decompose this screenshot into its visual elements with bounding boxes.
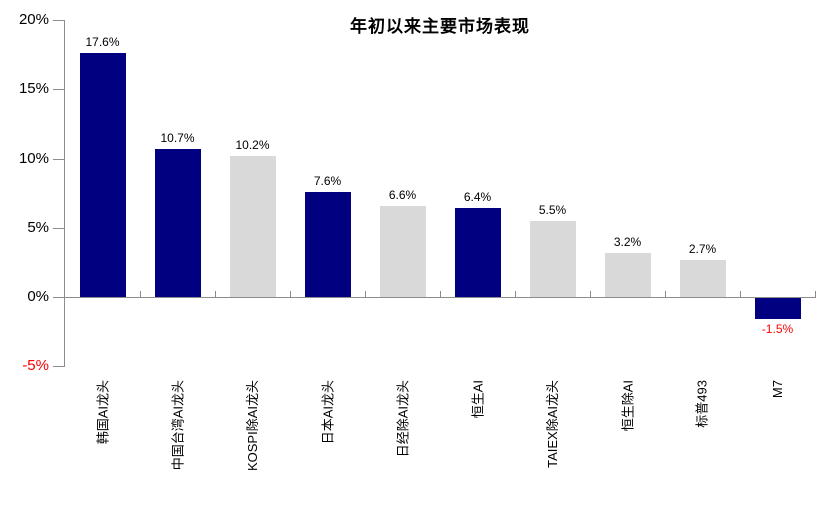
category-boundary-tick	[140, 291, 141, 297]
y-axis-tick-label: 5%	[27, 219, 49, 236]
category-label-text: 日本AI龙头	[320, 380, 335, 445]
bar-value-label: 6.6%	[388, 188, 417, 202]
bar	[454, 208, 501, 297]
category-label-text: KOSPI除AI龙头	[245, 380, 260, 472]
bar	[754, 298, 801, 319]
y-axis-tick-label: -5%	[22, 357, 49, 374]
y-axis-tick-label: 15%	[18, 80, 49, 97]
y-axis-tick-label: 10%	[18, 150, 49, 167]
bar	[679, 260, 726, 297]
category-label-text: 恒生除AI	[620, 380, 635, 432]
category-label: 日经除AI龙头	[365, 376, 440, 514]
category-label-text: 中国台湾AI龙头	[170, 380, 185, 471]
category-label: TAIEX除AI龙头	[515, 376, 590, 514]
bar-value-label: 5.5%	[538, 203, 567, 217]
x-axis-line	[64, 297, 816, 298]
category-label-text: M7	[770, 380, 785, 399]
y-axis-tick-label: 0%	[27, 288, 49, 305]
category-boundary-tick	[290, 291, 291, 297]
category-label-text: 恒生AI	[470, 380, 485, 419]
y-axis-tick	[53, 20, 65, 21]
y-axis-tick	[53, 228, 65, 229]
category-label: 标普493	[665, 376, 740, 514]
bar-value-label: 6.4%	[463, 190, 492, 204]
bar	[229, 156, 276, 297]
bar-value-label: 2.7%	[688, 242, 717, 256]
category-boundary-tick	[365, 291, 366, 297]
category-boundary-tick	[665, 291, 666, 297]
category-label: M7	[740, 376, 815, 514]
y-axis-tick-label: 20%	[18, 11, 49, 28]
category-label-text: 韩国AI龙头	[95, 380, 110, 445]
category-boundary-tick	[440, 291, 441, 297]
category-label: 恒生除AI	[590, 376, 665, 514]
bar-value-label: -1.5%	[761, 322, 794, 336]
y-axis-tick	[53, 89, 65, 90]
bar	[154, 149, 201, 297]
bar	[379, 206, 426, 297]
category-boundary-tick	[815, 291, 816, 297]
category-label: 恒生AI	[440, 376, 515, 514]
y-axis-tick	[53, 366, 65, 367]
category-label-text: 日经除AI龙头	[395, 380, 410, 458]
bar-value-label: 10.7%	[160, 131, 195, 145]
category-label: 中国台湾AI龙头	[140, 376, 215, 514]
category-label: 日本AI龙头	[290, 376, 365, 514]
bar-value-label: 7.6%	[313, 174, 342, 188]
chart-title: 年初以来主要市场表现	[350, 17, 530, 36]
category-label: 韩国AI龙头	[65, 376, 140, 514]
y-axis-line	[64, 20, 65, 367]
category-boundary-tick	[215, 291, 216, 297]
category-boundary-tick	[515, 291, 516, 297]
category-label-text: TAIEX除AI龙头	[545, 380, 560, 468]
bar	[79, 53, 126, 297]
bar-value-label: 17.6%	[85, 35, 120, 49]
y-axis-tick	[53, 297, 65, 298]
bar	[529, 221, 576, 297]
category-label: KOSPI除AI龙头	[215, 376, 290, 514]
bar	[304, 192, 351, 297]
category-boundary-tick	[590, 291, 591, 297]
y-axis-tick	[53, 159, 65, 160]
category-label-text: 标普493	[695, 380, 710, 428]
category-boundary-tick	[740, 291, 741, 297]
bar-value-label: 3.2%	[613, 235, 642, 249]
bar-value-label: 10.2%	[235, 138, 270, 152]
bar	[604, 253, 651, 297]
